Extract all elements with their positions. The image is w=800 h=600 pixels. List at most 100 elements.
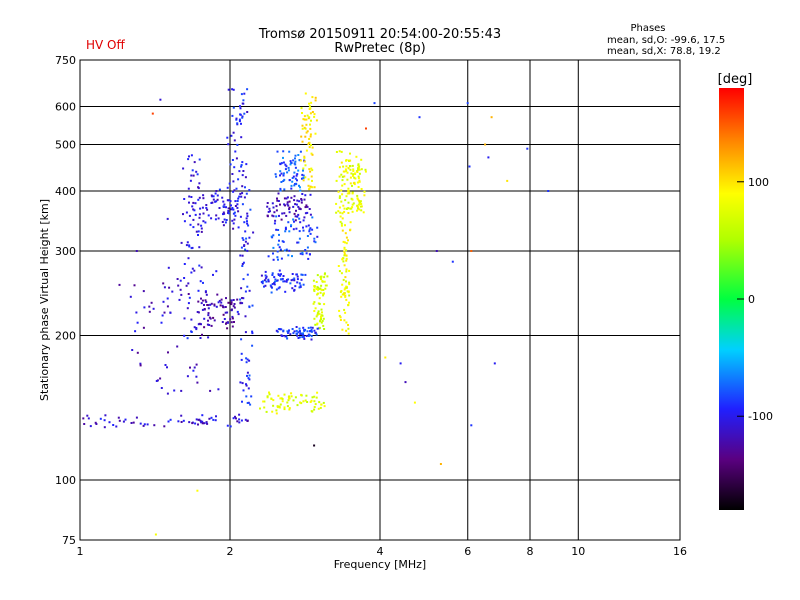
data-point — [245, 384, 248, 387]
data-point — [323, 280, 326, 283]
x-axis-label: Frequency [MHz] — [334, 558, 426, 571]
data-point — [345, 236, 348, 239]
data-point — [298, 336, 301, 339]
data-point — [317, 292, 319, 295]
data-point — [303, 156, 306, 159]
data-point — [335, 211, 338, 214]
data-point — [308, 102, 311, 105]
data-point — [225, 297, 227, 300]
data-point — [227, 88, 230, 91]
data-point — [295, 209, 297, 212]
data-point — [320, 278, 323, 281]
data-point — [285, 197, 288, 200]
data-point — [227, 207, 230, 210]
data-point — [277, 200, 280, 202]
data-point — [360, 168, 363, 171]
data-point — [279, 397, 282, 400]
data-point — [288, 395, 291, 398]
data-point — [155, 380, 158, 382]
data-point — [201, 420, 204, 423]
data-point — [351, 206, 354, 209]
data-point — [302, 169, 304, 172]
data-point — [296, 215, 299, 218]
data-point — [340, 161, 343, 164]
data-point — [166, 392, 169, 395]
data-point — [133, 284, 136, 287]
data-point — [244, 230, 247, 233]
data-point — [243, 221, 246, 224]
data-point — [317, 288, 319, 291]
data-point — [311, 326, 314, 329]
data-point — [296, 278, 299, 281]
data-point — [276, 150, 279, 153]
data-point — [287, 254, 290, 257]
data-point — [242, 170, 245, 172]
data-point — [245, 217, 248, 220]
data-point — [313, 288, 315, 291]
data-point — [220, 301, 223, 304]
data-point — [351, 192, 354, 195]
data-point — [287, 399, 290, 402]
data-point — [277, 273, 280, 276]
data-point — [240, 358, 243, 361]
data-point — [301, 253, 304, 256]
data-point — [278, 246, 281, 249]
data-point — [343, 308, 346, 311]
data-point — [304, 206, 307, 209]
data-point — [225, 206, 227, 209]
data-point — [187, 158, 190, 161]
data-point — [320, 288, 323, 291]
data-point — [344, 276, 347, 279]
data-point — [192, 226, 195, 229]
data-point — [205, 204, 208, 206]
data-point — [200, 421, 203, 424]
data-point — [273, 283, 276, 286]
data-point — [316, 226, 319, 229]
data-point — [399, 362, 402, 365]
data-point — [308, 138, 311, 140]
data-point — [234, 150, 237, 153]
data-point — [135, 250, 138, 252]
data-point — [215, 415, 217, 418]
data-point — [131, 349, 134, 351]
data-point — [275, 228, 278, 231]
data-point — [487, 156, 490, 159]
data-point — [310, 175, 313, 178]
data-point — [166, 297, 169, 300]
data-point — [222, 205, 225, 208]
data-point — [183, 334, 186, 337]
data-point — [282, 280, 285, 283]
data-point — [239, 298, 242, 301]
data-point — [286, 405, 289, 408]
data-point — [302, 332, 304, 335]
data-point — [227, 321, 229, 324]
data-point — [210, 416, 213, 419]
data-point — [344, 287, 347, 290]
data-point — [207, 214, 210, 217]
data-point — [232, 305, 235, 308]
data-point — [345, 249, 348, 252]
data-point — [281, 277, 284, 280]
data-point — [271, 410, 274, 413]
data-point — [207, 312, 210, 315]
data-point — [345, 286, 348, 289]
data-point — [307, 224, 310, 227]
data-point — [341, 175, 344, 178]
phase-stats-heading: Phases — [630, 23, 665, 34]
data-point — [310, 399, 313, 402]
data-point — [305, 335, 308, 337]
data-point — [279, 203, 281, 206]
data-point — [167, 351, 169, 354]
data-point — [182, 419, 185, 422]
data-point — [301, 251, 304, 254]
data-point — [357, 167, 360, 170]
data-point — [240, 164, 243, 166]
data-point — [298, 327, 301, 330]
data-point — [214, 200, 217, 203]
data-point — [275, 409, 278, 412]
data-point — [226, 199, 229, 202]
data-point — [313, 317, 316, 320]
data-point — [311, 228, 314, 231]
data-point — [206, 304, 209, 306]
data-point — [197, 311, 200, 314]
